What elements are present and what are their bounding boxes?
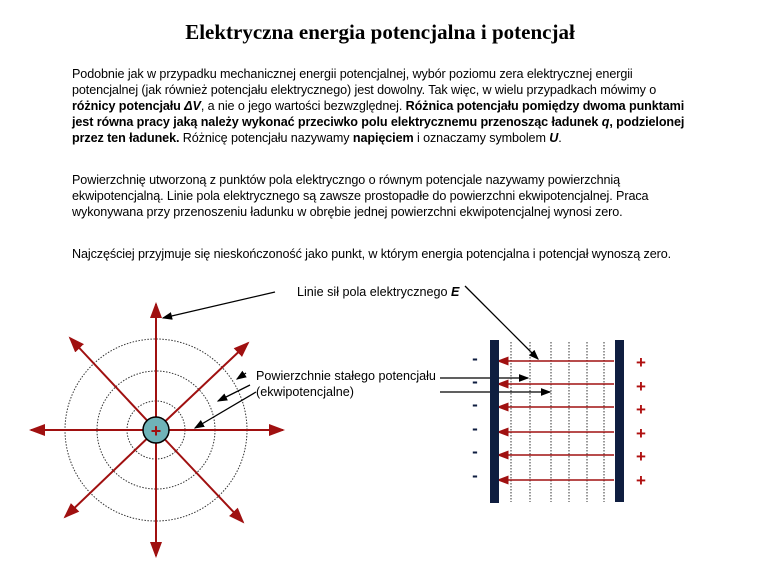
text: i oznaczamy symbolem [413, 131, 550, 145]
paragraph-infinity: Najczęściej przyjmuje się nieskończoność… [72, 247, 671, 261]
plus-sign: + [636, 447, 646, 466]
plus-sign: + [636, 400, 646, 419]
minus-sign: - [472, 395, 478, 414]
minus-sign: - [472, 372, 478, 391]
parallel-equipotentials [510, 342, 605, 502]
field-line [155, 341, 250, 431]
symbol-e: E [451, 285, 460, 299]
label-text: Linie sił pola elektrycznego [297, 285, 452, 299]
minus-sign: - [472, 442, 478, 461]
bold-text: Różnica potencjału pomiędzy dwoma punkta… [72, 99, 685, 129]
slide-title: Elektryczna energia potencjalna i potenc… [185, 20, 575, 44]
text: . [558, 131, 562, 145]
label-line: (ekwipotencjalne) [256, 385, 355, 399]
symbol-delta-v: ΔV [184, 99, 201, 113]
minus-sign: - [472, 466, 478, 485]
callout-arrow [235, 370, 247, 380]
plus-sign: + [636, 377, 646, 396]
radial-field-lines [29, 302, 285, 558]
text: , a nie o jego wartości bezwzględnej. [200, 99, 406, 113]
symbol-q: q [601, 115, 610, 129]
negative-plate [490, 340, 499, 503]
bold-text: , podzielonej przez ten ładunek. [72, 115, 685, 145]
text: Różnicę potencjału nazywamy [179, 131, 353, 145]
minus-sign: - [472, 349, 478, 368]
callout-arrow [216, 384, 251, 402]
plus-sign: + [636, 471, 646, 490]
field-line [63, 429, 157, 519]
point-charge-sign: + [151, 421, 162, 441]
positive-plate [615, 340, 624, 502]
callout-arrow [161, 291, 276, 320]
minus-sign: - [472, 419, 478, 438]
symbol-u: U [549, 131, 559, 145]
plus-sign: + [636, 424, 646, 443]
bold-text: napięciem [352, 131, 414, 145]
text: Podobnie jak w przypadku mechanicznej en… [72, 67, 657, 97]
paragraph-equipotential: Powierzchnię utworzoną z punktów pola el… [72, 173, 649, 219]
field-lines-label: Linie sił pola elektrycznego E [297, 284, 459, 300]
point-charge [142, 416, 170, 444]
label-line: Powierzchnie stałego potencjału [256, 369, 436, 383]
uniform-field-lines [496, 356, 614, 485]
field-line [155, 429, 245, 524]
callout-arrow [464, 285, 539, 360]
callout-arrows [161, 285, 552, 429]
paragraph-potential-difference: Podobnie jak w przypadku mechanicznej en… [72, 66, 702, 146]
bold-text: różnicy potencjału [72, 99, 185, 113]
equipotential-label: Powierzchnie stałego potencjału (ekwipot… [256, 368, 436, 400]
plus-sign: + [636, 353, 646, 372]
callout-arrow [193, 391, 257, 429]
field-line [68, 336, 157, 431]
